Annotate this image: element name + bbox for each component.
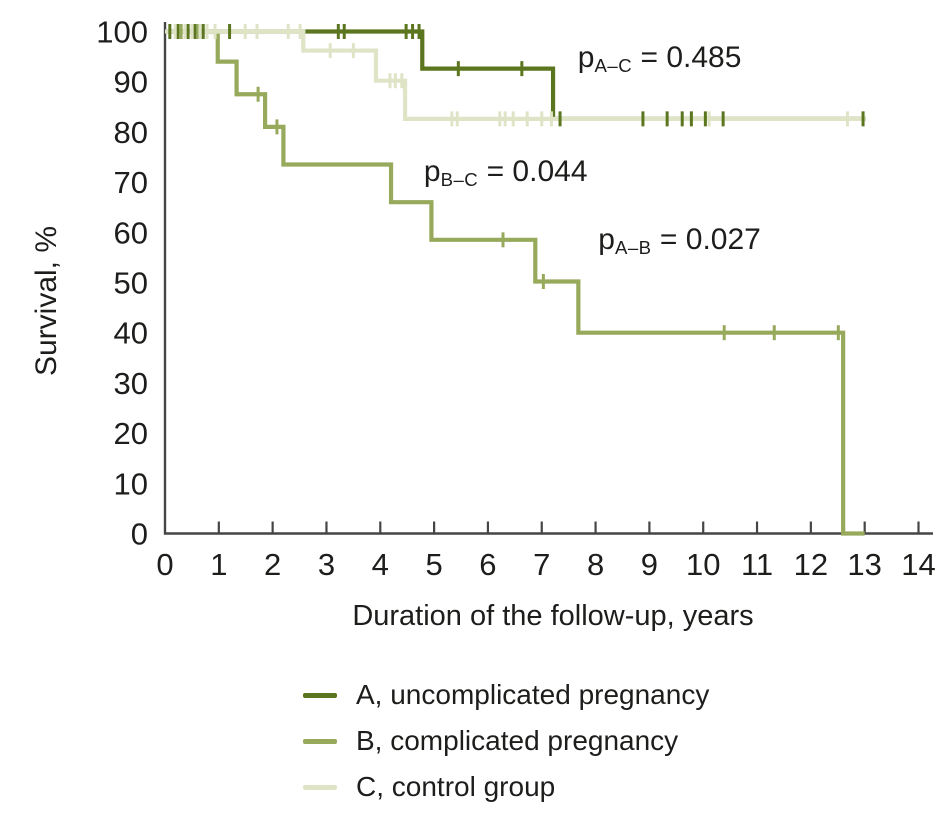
series-B-curve (165, 29, 865, 536)
y-tick-label-20: 20 (114, 416, 148, 451)
y-tick-label-90: 90 (114, 65, 148, 100)
x-axis-title: Duration of the follow-up, years (352, 600, 754, 632)
x-tick-label-5: 5 (425, 547, 442, 582)
y-tick-label-80: 80 (114, 115, 148, 150)
legend-label-group-c: C, control group (356, 771, 556, 802)
legend: A, uncomplicated pregnancy B, complicate… (303, 672, 709, 810)
x-tick-label-9: 9 (641, 547, 658, 582)
pvalue-label-a-vs-b: pA–B = 0.027 (598, 218, 761, 270)
axes-lines (163, 22, 933, 535)
y-axis-title: Survival, % (30, 225, 63, 377)
y-tick-label-40: 40 (114, 316, 148, 351)
pvalue-label-a-vs-c: pA–C = 0.485 (578, 36, 742, 88)
y-tick-label-60: 60 (114, 215, 148, 250)
pvalue-subscript: A–C (594, 55, 633, 77)
y-tick-label-100: 100 (96, 15, 148, 50)
x-tick-label-4: 4 (372, 547, 389, 582)
x-tick-label-6: 6 (479, 547, 496, 582)
x-tick-label-2: 2 (264, 547, 281, 582)
legend-item-group-a: A, uncomplicated pregnancy (303, 672, 709, 718)
pvalue-prefix: p (577, 41, 595, 75)
pvalue-text: = 0.027 (651, 222, 761, 256)
x-tick-label-7: 7 (533, 547, 550, 582)
legend-label-group-a: A, uncomplicated pregnancy (356, 679, 710, 710)
x-tick-label-12: 12 (794, 547, 828, 582)
pvalue-text: = 0.485 (632, 41, 742, 75)
legend-label-group-b: B, complicated pregnancy (356, 725, 679, 756)
x-tick-label-10: 10 (686, 547, 720, 582)
legend-item-group-c: C, control group (303, 764, 709, 810)
x-tick-label-11: 11 (741, 547, 773, 582)
pvalue-subscript: B–C (440, 169, 479, 191)
series-A-curve (165, 29, 866, 121)
y-tick-label-0: 0 (131, 517, 148, 552)
legend-swatch-group-b (303, 738, 337, 744)
pvalue-prefix: p (598, 222, 615, 256)
y-tick-label-30: 30 (114, 366, 148, 401)
x-tick-label-14: 14 (901, 547, 935, 582)
x-tick-label-1: 1 (210, 547, 227, 582)
pvalue-text: = 0.044 (478, 155, 588, 189)
legend-swatch-group-a (303, 692, 337, 698)
x-tick-label-0: 0 (156, 547, 173, 582)
pvalue-prefix: p (423, 155, 441, 189)
x-tick-label-8: 8 (587, 547, 604, 582)
x-tick-label-3: 3 (318, 547, 335, 582)
y-tick-label-10: 10 (114, 466, 148, 501)
y-tick-label-70: 70 (114, 165, 148, 200)
legend-item-group-b: B, complicated pregnancy (303, 718, 709, 764)
pvalue-subscript: A–B (614, 237, 652, 259)
y-tick-label-50: 50 (114, 266, 148, 301)
pvalue-label-b-vs-c: pB–C = 0.044 (424, 150, 588, 202)
x-tick-label-13: 13 (847, 547, 881, 582)
series-C-curve (165, 29, 866, 121)
legend-swatch-group-c (303, 784, 337, 790)
